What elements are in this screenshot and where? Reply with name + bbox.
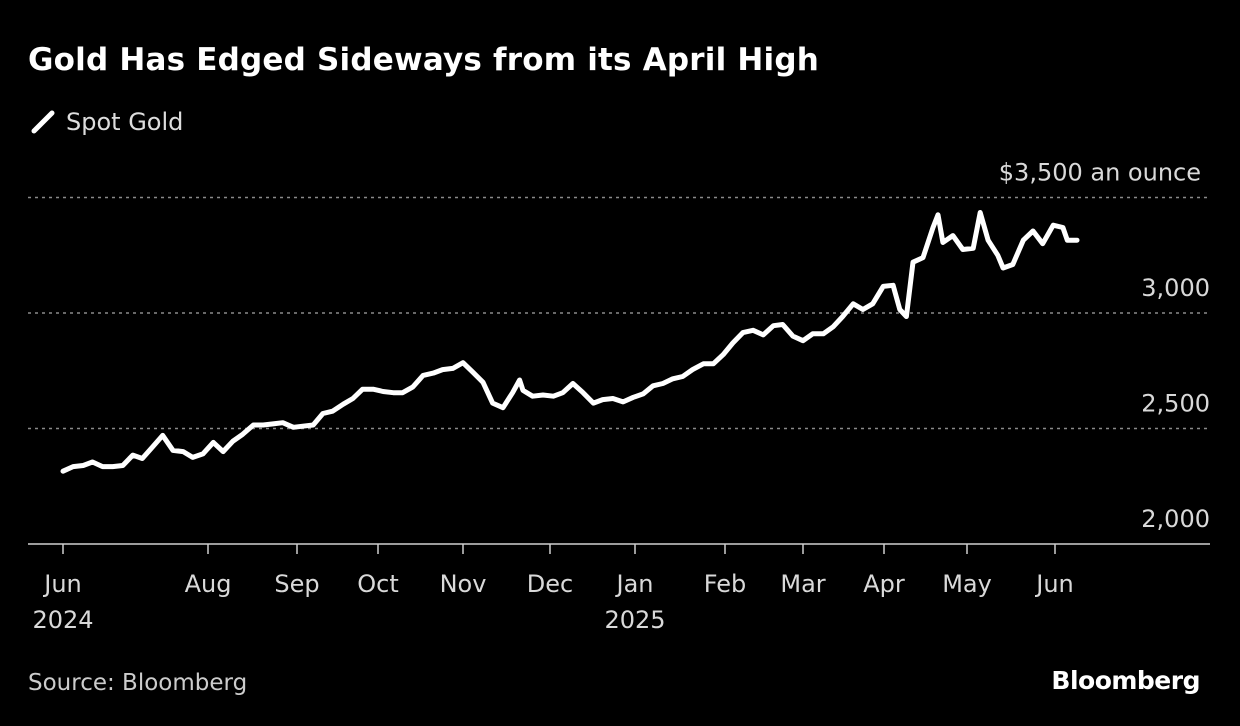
y-tick-label: 3,000	[1141, 274, 1210, 302]
source-note: Source: Bloomberg	[28, 670, 248, 696]
y-tick-label: 2,000	[1141, 505, 1210, 533]
series-line-spot-gold	[60, 210, 1080, 474]
x-tick-label: Nov	[440, 570, 487, 598]
x-tick-label: Jun	[42, 570, 82, 598]
bloomberg-logo: Bloomberg	[1051, 666, 1200, 695]
x-tick-year-label: 2025	[604, 606, 665, 634]
legend-label: Spot Gold	[66, 108, 184, 136]
x-tick-year-label: 2024	[32, 606, 93, 634]
x-tick-label: May	[942, 570, 992, 598]
x-tick-label: Sep	[274, 570, 319, 598]
y-tick-label: 2,500	[1141, 390, 1210, 418]
x-tick-label: Oct	[357, 570, 399, 598]
x-tick-label: Aug	[185, 570, 232, 598]
y-tick-label: $3,500 an ounce	[999, 159, 1201, 187]
x-tick-label: Feb	[704, 570, 747, 598]
x-tick-label: Jun	[1034, 570, 1074, 598]
x-tick-label: Apr	[863, 570, 905, 598]
x-tick-label: Mar	[780, 570, 825, 598]
legend: Spot Gold	[30, 108, 183, 136]
legend-line-icon	[31, 110, 55, 134]
x-tick-label: Dec	[527, 570, 573, 598]
chart-title: Gold Has Edged Sideways from its April H…	[28, 42, 820, 78]
x-tick-label: Jan	[615, 570, 654, 598]
